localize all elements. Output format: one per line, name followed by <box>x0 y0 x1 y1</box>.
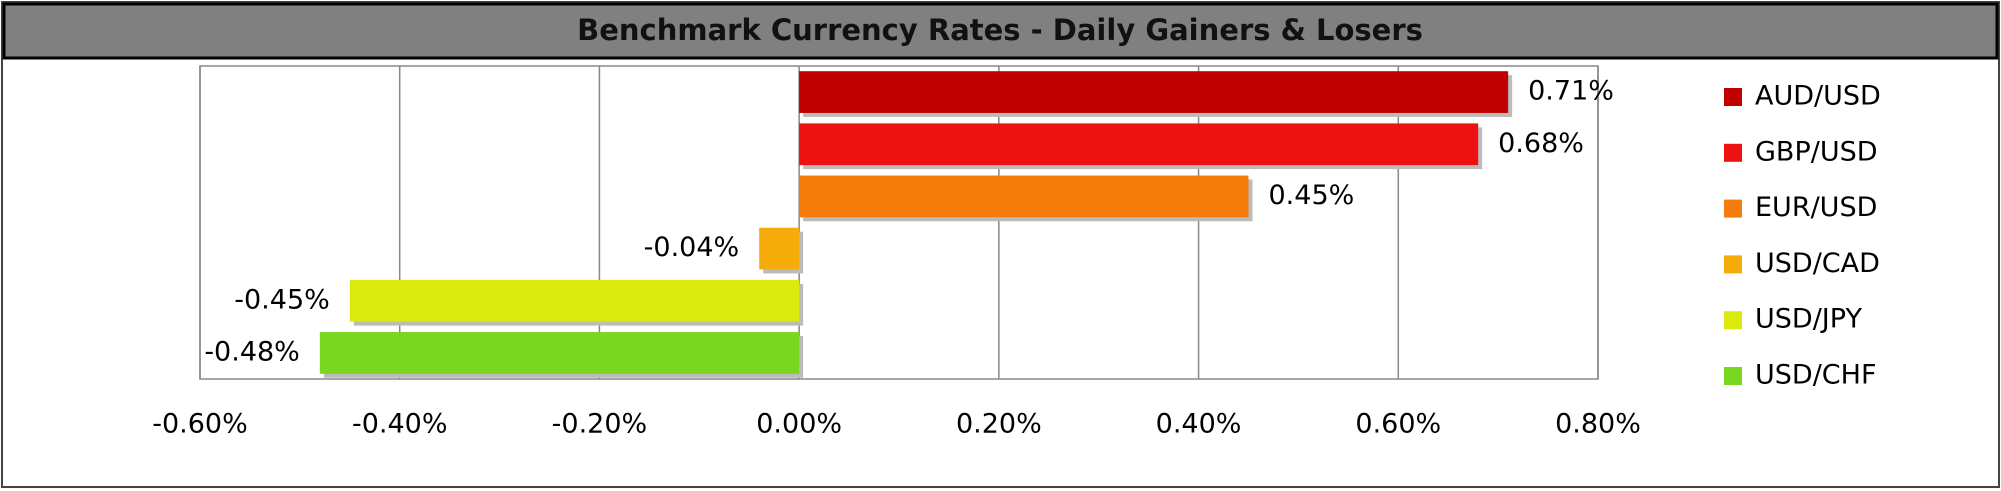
data-label: 0.71% <box>1528 76 1614 107</box>
x-tick-label: -0.40% <box>352 409 448 440</box>
x-tick-label: 0.80% <box>1555 409 1641 440</box>
data-label: 0.45% <box>1269 180 1355 211</box>
legend-swatch <box>1724 367 1742 385</box>
legend-swatch <box>1724 88 1742 106</box>
legend-label: EUR/USD <box>1755 192 1877 223</box>
data-label: -0.04% <box>644 232 740 263</box>
bar <box>799 175 1249 218</box>
bar <box>799 71 1509 113</box>
x-tick-label: 0.00% <box>756 409 842 440</box>
chart-title: Benchmark Currency Rates - Daily Gainers… <box>577 13 1423 47</box>
legend-swatch <box>1724 199 1742 218</box>
bar <box>349 279 800 322</box>
data-label: 0.68% <box>1498 128 1584 159</box>
x-tick-label: -0.60% <box>152 409 248 440</box>
data-label: -0.45% <box>234 284 330 315</box>
legend-label: USD/CAD <box>1755 248 1880 279</box>
x-tick-label: -0.20% <box>552 409 648 440</box>
legend-label: USD/JPY <box>1755 304 1862 335</box>
legend-label: USD/CHF <box>1755 360 1876 391</box>
data-label: -0.48% <box>204 336 300 367</box>
legend-swatch <box>1724 311 1742 330</box>
bar <box>799 123 1479 166</box>
legend-swatch <box>1724 255 1742 274</box>
legend-label: GBP/USD <box>1755 136 1878 167</box>
title-bar <box>2 2 1999 60</box>
legend-swatch <box>1724 143 1742 162</box>
x-tick-label: 0.60% <box>1355 409 1441 440</box>
x-tick-label: 0.20% <box>956 409 1042 440</box>
legend-label: AUD/USD <box>1755 81 1881 112</box>
bar <box>319 332 800 374</box>
bar <box>759 227 800 270</box>
x-tick-label: 0.40% <box>1156 409 1242 440</box>
